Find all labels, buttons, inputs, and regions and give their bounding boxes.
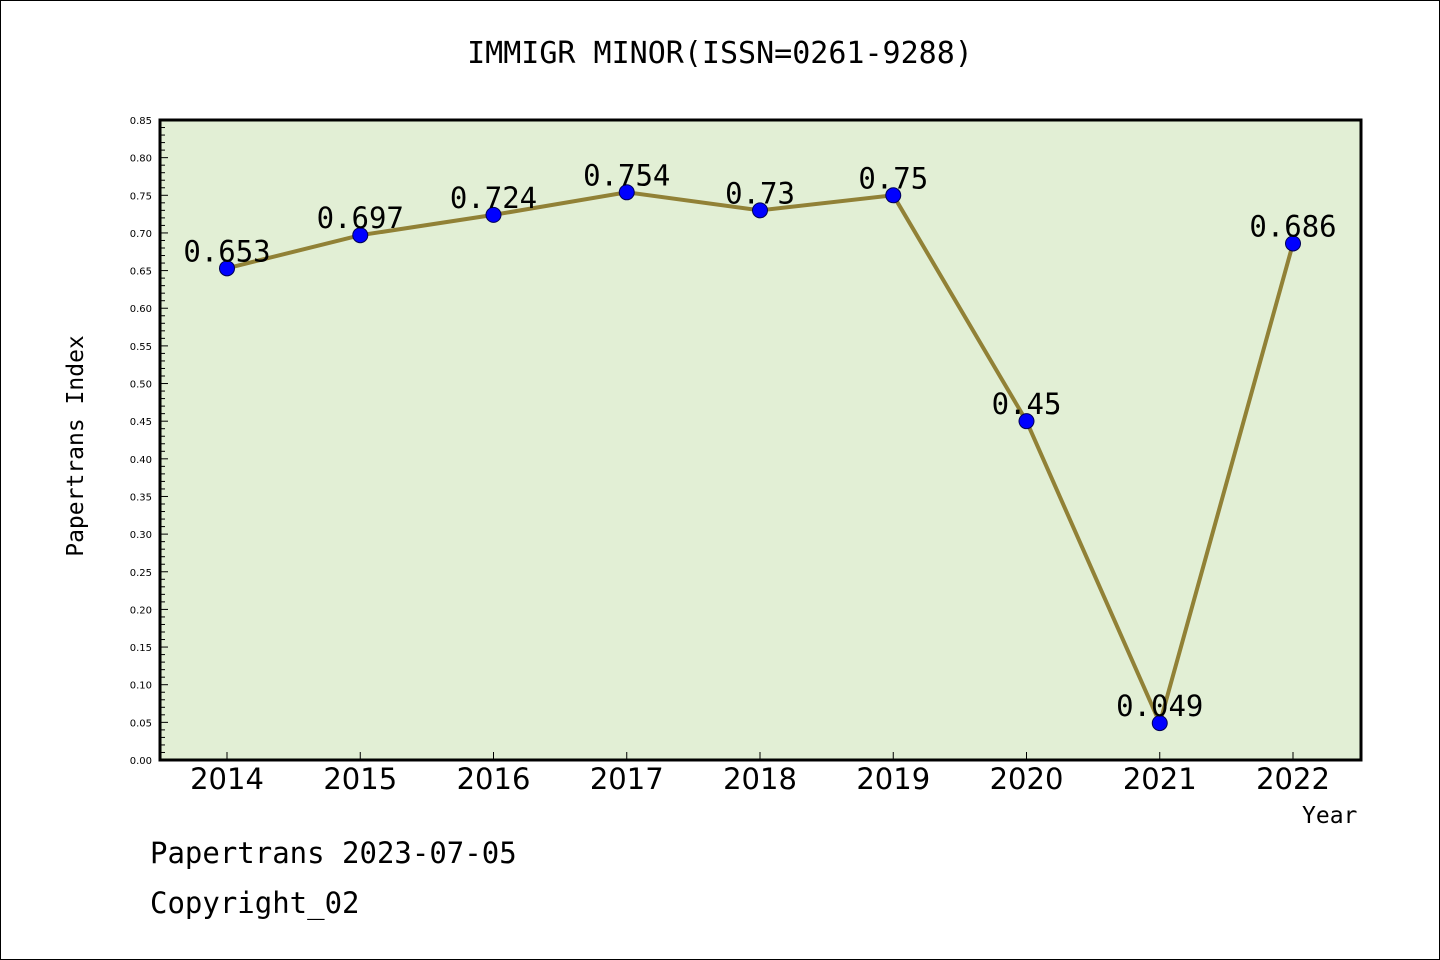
y-tick-label: 0.20	[130, 605, 152, 616]
y-tick-label: 0.30	[130, 530, 152, 541]
y-tick-label: 0.10	[130, 681, 152, 692]
data-point	[885, 187, 902, 204]
footer-copyright: Copyright_02	[150, 886, 360, 920]
y-axis-ticks: 0.00 0.05 0.10 0.15 0.20 0.25 0.30 0.35 0.40 0.45…	[130, 116, 168, 767]
data-label: 0.697	[317, 201, 404, 235]
data-point	[352, 227, 369, 244]
data-label: 0.686	[1249, 209, 1336, 243]
y-tick-label: 0.35	[130, 492, 152, 503]
data-point	[618, 184, 635, 201]
data-point	[1151, 715, 1168, 732]
plot-border	[158, 118, 1363, 762]
x-tick-label: 2014	[190, 762, 264, 796]
x-tick-label: 2022	[1256, 762, 1330, 796]
x-tick-label: 2021	[1123, 762, 1197, 796]
data-label: 0.049	[1116, 689, 1203, 723]
y-tick-label: 0.70	[130, 229, 152, 240]
x-tick-label: 2018	[723, 762, 797, 796]
y-tick-label: 0.00	[130, 756, 152, 767]
x-tick-label: 2017	[590, 762, 664, 796]
x-axis-label: Year	[1302, 803, 1358, 829]
footer-date: Papertrans 2023-07-05	[150, 836, 517, 870]
x-tick-label: 2015	[323, 762, 397, 796]
x-tick-label: 2020	[990, 762, 1064, 796]
data-label: 0.653	[183, 234, 270, 268]
data-label: 0.73	[725, 176, 795, 210]
data-point	[485, 206, 502, 223]
y-tick-label: 0.40	[130, 455, 152, 466]
x-tick-label: 2016	[457, 762, 531, 796]
data-label: 0.754	[583, 158, 670, 192]
y-tick-label: 0.45	[130, 417, 152, 428]
y-tick-label: 0.75	[130, 191, 152, 202]
x-axis-ticks: 2014 2015 2016 2017 2018 2019 2020 2021 2022	[190, 752, 1330, 796]
data-point	[752, 202, 768, 219]
chart-title: IMMIGR MINOR(ISSN=0261-9288)	[467, 36, 973, 71]
y-tick-label: 0.80	[130, 154, 152, 165]
data-label: 0.45	[992, 387, 1062, 421]
y-tick-label: 0.05	[130, 718, 152, 729]
data-point	[1285, 235, 1301, 252]
data-point	[219, 260, 235, 277]
y-tick-label: 0.60	[130, 304, 152, 315]
data-label: 0.75	[858, 161, 928, 195]
data-labels: 0.653 0.697 0.724 0.754 0.73 0.75 0.45 0.049 0.6…	[183, 158, 1336, 723]
data-point	[1018, 413, 1035, 430]
y-tick-label: 0.55	[130, 342, 152, 353]
y-tick-label: 0.50	[130, 380, 152, 391]
plot-area	[160, 120, 1361, 760]
series-markers	[219, 184, 1301, 732]
y-tick-label: 0.85	[130, 116, 152, 127]
x-tick-label: 2019	[856, 762, 930, 796]
data-label: 0.724	[450, 181, 537, 215]
y-tick-label: 0.25	[130, 568, 152, 579]
y-tick-label: 0.15	[130, 643, 152, 654]
y-tick-label: 0.65	[130, 267, 152, 278]
